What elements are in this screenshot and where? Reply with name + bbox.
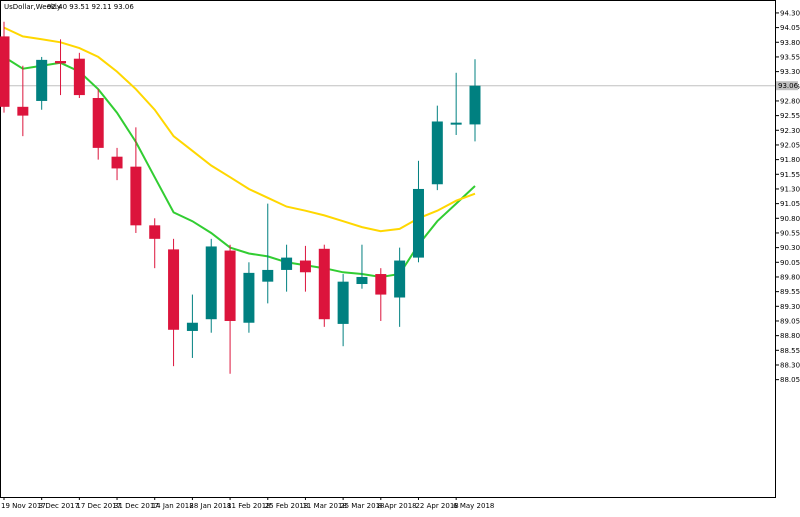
candle[interactable]: [168, 238, 180, 367]
candle[interactable]: [375, 268, 387, 321]
candle[interactable]: [431, 105, 443, 191]
candle[interactable]: [130, 127, 142, 233]
y-tick-label: 92.80: [780, 97, 800, 105]
ma-slow-line: [3, 26, 476, 233]
candle[interactable]: [205, 238, 217, 333]
candle[interactable]: [337, 274, 349, 347]
candle[interactable]: [281, 244, 293, 292]
candle-body: [450, 122, 462, 125]
candle-body: [17, 106, 29, 116]
candle-body: [73, 58, 85, 96]
candle-body: [262, 269, 274, 282]
symbol-timeframe-label: UsDollar,Weekly: [4, 3, 61, 11]
candle[interactable]: [36, 56, 48, 110]
x-tick-label: 25 Feb 2018: [265, 502, 309, 510]
y-tick-label: 94.05: [780, 24, 800, 32]
y-tick-label: 89.55: [780, 288, 800, 296]
candle[interactable]: [186, 294, 198, 358]
y-tick-label: 93.80: [780, 39, 800, 47]
y-tick-label: 91.55: [780, 171, 800, 179]
candle-body: [431, 121, 443, 185]
y-tick-label: 89.80: [780, 273, 800, 281]
candle-body: [36, 59, 48, 101]
candle-body: [412, 188, 424, 258]
candle-body: [111, 156, 123, 169]
candle-body: [92, 98, 104, 148]
y-tick-label: 88.55: [780, 347, 800, 355]
y-tick-label: 91.80: [780, 156, 800, 164]
candle-body: [205, 246, 217, 320]
x-tick-label: 8 Apr 2018: [378, 502, 417, 510]
y-tick-label: 92.05: [780, 141, 800, 149]
candle[interactable]: [0, 21, 10, 113]
candle[interactable]: [299, 245, 311, 292]
candle[interactable]: [17, 65, 29, 137]
x-tick-label: 19 Nov 2017: [1, 502, 46, 510]
candle-body: [186, 322, 198, 331]
candle[interactable]: [149, 218, 161, 269]
y-tick-label: 88.80: [780, 332, 800, 340]
candle[interactable]: [92, 89, 104, 160]
x-tick-label: 11 Mar 2018: [302, 502, 346, 510]
y-tick-label: 90.80: [780, 215, 800, 223]
candle[interactable]: [55, 39, 67, 96]
candle[interactable]: [224, 244, 236, 374]
x-tick-label: 25 Mar 2018: [340, 502, 384, 510]
candle-body: [0, 36, 10, 107]
y-tick-label: 93.30: [780, 68, 800, 76]
y-tick-label: 89.30: [780, 303, 800, 311]
candle[interactable]: [412, 160, 424, 263]
y-tick-label: 88.30: [780, 361, 800, 369]
x-tick-label: 31 Dec 2017: [114, 502, 159, 510]
ohlc-readout: 92.40 93.51 92.11 93.06: [47, 3, 134, 11]
candle-body: [394, 260, 406, 298]
x-tick-label: 17 Dec 2017: [76, 502, 121, 510]
candle-body: [130, 166, 142, 226]
y-tick-label: 92.30: [780, 127, 800, 135]
candle[interactable]: [262, 203, 274, 304]
candle[interactable]: [73, 52, 85, 99]
candle-body: [337, 281, 349, 324]
y-tick-label: 88.05: [780, 376, 800, 384]
x-tick-label: 6 May 2018: [453, 502, 494, 510]
candle[interactable]: [243, 262, 255, 333]
candle-body: [299, 260, 311, 273]
x-tick-label: 14 Jan 2018: [152, 502, 194, 510]
candle-body: [243, 272, 255, 323]
candle-body: [149, 225, 161, 239]
candle-body: [318, 248, 330, 320]
plot-frame: [0, 0, 776, 498]
candle[interactable]: [394, 247, 406, 327]
x-tick-label: 3 Dec 2017: [39, 502, 79, 510]
y-tick-label: 91.05: [780, 200, 800, 208]
x-tick-label: 28 Jan 2018: [189, 502, 231, 510]
x-tick-label: 11 Feb 2018: [227, 502, 271, 510]
x-tick-label: 22 Apr 2018: [415, 502, 458, 510]
candle[interactable]: [111, 147, 123, 181]
current-price-tag: 93.06: [776, 81, 799, 91]
y-tick-label: 94.30: [780, 9, 800, 17]
candle[interactable]: [469, 59, 481, 142]
candle[interactable]: [450, 72, 462, 135]
y-tick-label: 91.30: [780, 185, 800, 193]
candle-body: [375, 274, 387, 295]
y-tick-label: 89.05: [780, 317, 800, 325]
candle-body: [55, 61, 67, 64]
current-price-badge: [776, 81, 798, 91]
candle[interactable]: [318, 244, 330, 327]
y-tick-label: 92.55: [780, 112, 800, 120]
candle-body: [224, 250, 236, 321]
y-tick-label: 90.55: [780, 229, 800, 237]
y-tick-label: 90.30: [780, 244, 800, 252]
y-tick-label: 93.55: [780, 53, 800, 61]
current-price-label: 93.06: [778, 82, 799, 90]
candle-body: [281, 257, 293, 270]
candle[interactable]: [356, 244, 368, 289]
y-tick-label: 90.05: [780, 259, 800, 267]
candle-body: [168, 249, 180, 330]
candle-body: [356, 276, 368, 285]
candle-body: [469, 85, 481, 125]
